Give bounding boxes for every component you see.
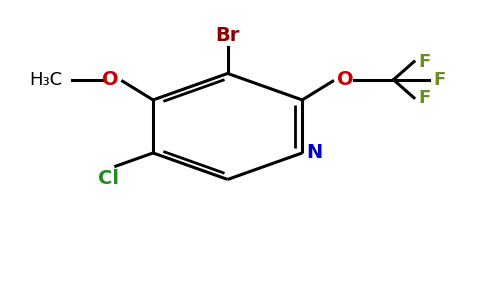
Text: F: F [434, 71, 446, 89]
Text: N: N [306, 143, 322, 162]
Text: O: O [102, 70, 119, 89]
Text: F: F [419, 52, 431, 70]
Text: Br: Br [215, 26, 240, 46]
Text: O: O [337, 70, 354, 89]
Text: H₃C: H₃C [30, 71, 63, 89]
Text: Cl: Cl [98, 169, 119, 188]
Text: F: F [419, 89, 431, 107]
